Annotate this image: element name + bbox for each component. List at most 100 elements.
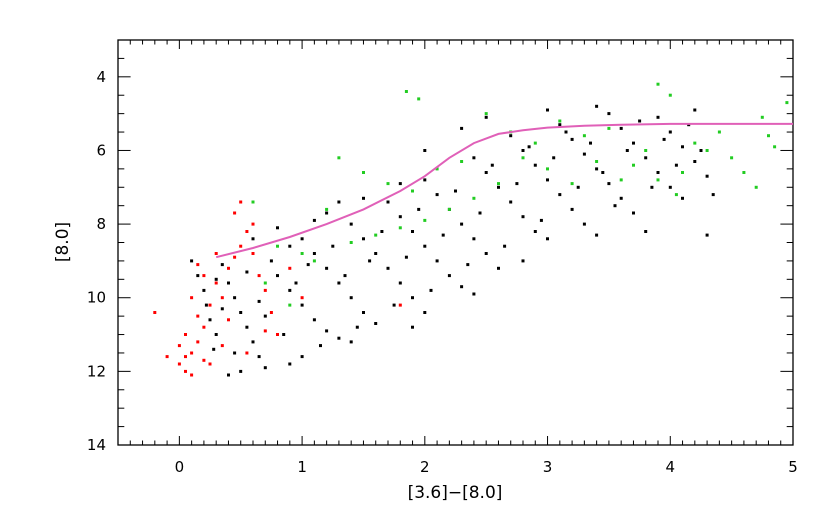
green-point bbox=[656, 178, 660, 182]
red-point bbox=[251, 252, 255, 255]
black-point bbox=[411, 230, 414, 233]
green-point bbox=[644, 149, 648, 152]
black-point bbox=[362, 237, 365, 241]
black-point bbox=[204, 303, 208, 307]
black-point bbox=[386, 200, 390, 204]
red-point bbox=[196, 340, 200, 344]
black-point bbox=[662, 137, 666, 141]
black-point bbox=[656, 171, 660, 174]
black-point bbox=[644, 230, 648, 233]
black-point bbox=[233, 296, 237, 300]
black-point bbox=[558, 123, 562, 127]
green-point bbox=[674, 193, 678, 197]
green-point bbox=[484, 112, 488, 116]
black-point bbox=[362, 196, 365, 200]
black-point bbox=[552, 156, 556, 160]
black-point bbox=[454, 189, 457, 193]
black-point bbox=[349, 222, 353, 226]
green-point bbox=[773, 145, 777, 149]
red-point bbox=[184, 355, 187, 359]
black-point bbox=[337, 336, 341, 340]
black-point bbox=[533, 163, 537, 167]
black-point bbox=[423, 311, 427, 314]
black-point bbox=[546, 237, 549, 241]
black-point bbox=[355, 325, 359, 329]
fit-curve bbox=[215, 122, 793, 259]
green-point bbox=[760, 115, 764, 119]
black-point bbox=[398, 281, 402, 285]
black-point bbox=[190, 259, 194, 263]
black-point bbox=[619, 126, 623, 130]
black-point bbox=[374, 252, 378, 255]
black-point bbox=[392, 303, 396, 307]
black-point bbox=[570, 137, 574, 141]
black-point bbox=[484, 115, 488, 119]
red-point bbox=[184, 333, 187, 336]
green-point bbox=[472, 196, 476, 200]
black-point bbox=[214, 277, 218, 281]
red-point bbox=[208, 362, 212, 366]
green-point bbox=[263, 281, 267, 285]
black-point bbox=[699, 149, 703, 152]
black-point bbox=[589, 141, 592, 145]
black-point bbox=[263, 366, 267, 370]
green-point bbox=[656, 82, 660, 86]
black-point bbox=[638, 119, 642, 123]
green-point bbox=[404, 90, 408, 93]
red-point bbox=[227, 266, 230, 270]
black-point bbox=[607, 182, 611, 186]
black-point bbox=[202, 288, 206, 292]
black-point bbox=[509, 134, 513, 138]
black-point bbox=[398, 182, 402, 186]
black-point bbox=[300, 303, 304, 307]
red-point bbox=[190, 296, 194, 300]
y-tick-label: 4 bbox=[96, 68, 106, 86]
black-point bbox=[227, 281, 230, 285]
red-point bbox=[227, 318, 230, 322]
black-point bbox=[245, 270, 249, 274]
red-point bbox=[288, 266, 292, 270]
black-point bbox=[576, 185, 580, 189]
black-point bbox=[644, 156, 648, 160]
black-point bbox=[441, 233, 445, 237]
black-point bbox=[460, 126, 464, 130]
green-point bbox=[325, 207, 329, 211]
black-point bbox=[478, 211, 482, 215]
black-point bbox=[288, 288, 292, 292]
black-point bbox=[650, 185, 654, 189]
black-point bbox=[251, 340, 255, 344]
green-point bbox=[717, 130, 721, 134]
green-point bbox=[337, 156, 341, 160]
black-point bbox=[368, 259, 372, 263]
black-point bbox=[582, 222, 586, 226]
black-point bbox=[239, 369, 243, 373]
black-point bbox=[337, 281, 341, 285]
red-point bbox=[190, 373, 194, 377]
green-point bbox=[521, 156, 525, 160]
black-point bbox=[288, 244, 292, 248]
green-point bbox=[767, 134, 770, 138]
black-point bbox=[674, 163, 678, 167]
green-point bbox=[705, 149, 709, 152]
black-point bbox=[263, 314, 267, 318]
black-point bbox=[288, 362, 292, 366]
red-point bbox=[245, 230, 249, 233]
black-point bbox=[349, 296, 353, 300]
green-point bbox=[607, 126, 611, 130]
x-tick-label: 4 bbox=[665, 458, 675, 476]
green-point bbox=[251, 200, 255, 204]
black-point bbox=[595, 104, 599, 108]
black-point bbox=[656, 115, 660, 119]
green-point bbox=[570, 182, 574, 186]
green-point bbox=[681, 171, 684, 174]
green-point bbox=[447, 207, 451, 211]
green-point bbox=[754, 185, 758, 189]
green-point bbox=[558, 119, 562, 123]
black-point bbox=[619, 196, 623, 200]
red-point bbox=[165, 355, 169, 359]
green-point bbox=[435, 167, 439, 171]
red-point bbox=[208, 303, 212, 307]
green-point bbox=[349, 241, 353, 244]
green-point bbox=[374, 233, 378, 237]
green-point bbox=[582, 134, 586, 138]
